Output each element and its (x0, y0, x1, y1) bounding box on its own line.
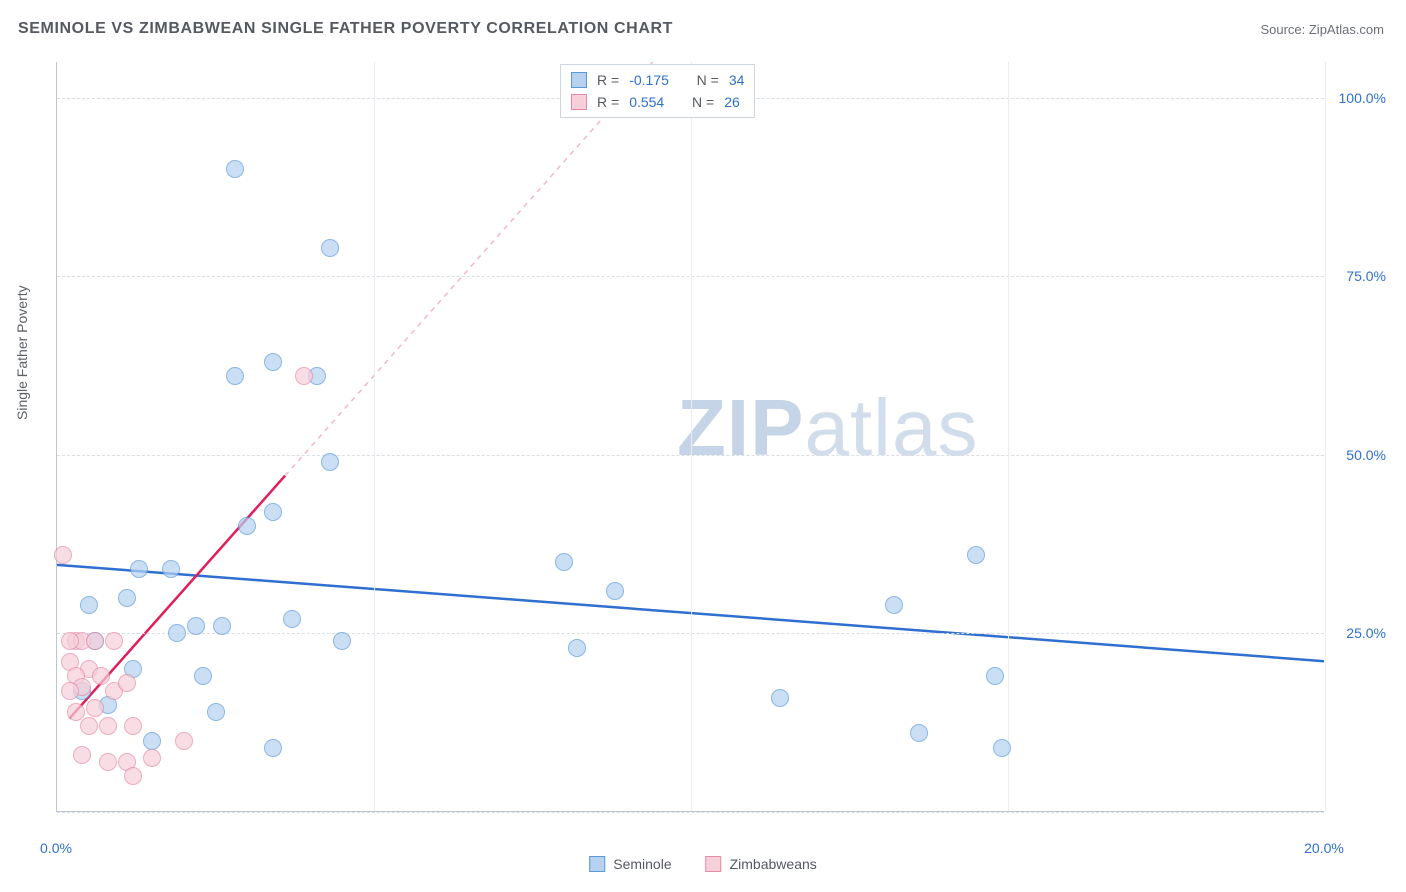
r-value-zimbabweans: 0.554 (629, 91, 664, 113)
data-point-zimbabweans[interactable] (86, 632, 104, 650)
data-point-seminole[interactable] (238, 517, 256, 535)
legend-item-seminole[interactable]: Seminole (589, 856, 671, 872)
y-tick: 25.0% (1346, 625, 1386, 641)
data-point-zimbabweans[interactable] (143, 749, 161, 767)
swatch-zimbabweans-icon (706, 856, 722, 872)
data-point-seminole[interactable] (967, 546, 985, 564)
data-point-seminole[interactable] (321, 239, 339, 257)
data-point-seminole[interactable] (910, 724, 928, 742)
data-point-zimbabweans[interactable] (73, 746, 91, 764)
data-point-zimbabweans[interactable] (61, 682, 79, 700)
data-point-seminole[interactable] (333, 632, 351, 650)
x-tick: 0.0% (40, 840, 72, 856)
data-point-seminole[interactable] (143, 732, 161, 750)
data-point-zimbabweans[interactable] (295, 367, 313, 385)
data-point-seminole[interactable] (80, 596, 98, 614)
swatch-seminole-icon (589, 856, 605, 872)
data-point-zimbabweans[interactable] (124, 767, 142, 785)
legend-item-zimbabweans[interactable]: Zimbabweans (706, 856, 817, 872)
chart-container: SEMINOLE VS ZIMBABWEAN SINGLE FATHER POV… (0, 0, 1406, 892)
watermark: ZIPatlas (677, 382, 978, 474)
data-point-seminole[interactable] (568, 639, 586, 657)
n-value-seminole: 34 (729, 69, 745, 91)
data-point-zimbabweans[interactable] (61, 632, 79, 650)
gridline-v (1325, 62, 1326, 811)
y-axis-label: Single Father Poverty (14, 285, 30, 420)
data-point-zimbabweans[interactable] (99, 717, 117, 735)
data-point-seminole[interactable] (194, 667, 212, 685)
data-point-seminole[interactable] (321, 453, 339, 471)
data-point-zimbabweans[interactable] (118, 674, 136, 692)
data-point-zimbabweans[interactable] (86, 699, 104, 717)
y-tick: 75.0% (1346, 268, 1386, 284)
swatch-seminole (571, 72, 587, 88)
source-label: Source: ZipAtlas.com (1260, 22, 1384, 37)
data-point-seminole[interactable] (226, 160, 244, 178)
data-point-zimbabweans[interactable] (80, 717, 98, 735)
source-link[interactable]: ZipAtlas.com (1309, 22, 1384, 37)
data-point-seminole[interactable] (986, 667, 1004, 685)
data-point-seminole[interactable] (264, 739, 282, 757)
n-value-zimbabweans: 26 (724, 91, 740, 113)
stats-legend: R = -0.175 N = 34 R = 0.554 N = 26 (560, 64, 755, 118)
r-value-seminole: -0.175 (629, 69, 669, 91)
x-tick: 20.0% (1304, 840, 1344, 856)
swatch-zimbabweans (571, 94, 587, 110)
data-point-zimbabweans[interactable] (105, 632, 123, 650)
data-point-seminole[interactable] (993, 739, 1011, 757)
data-point-seminole[interactable] (606, 582, 624, 600)
data-point-seminole[interactable] (555, 553, 573, 571)
data-point-zimbabweans[interactable] (99, 753, 117, 771)
data-point-seminole[interactable] (168, 624, 186, 642)
data-point-zimbabweans[interactable] (124, 717, 142, 735)
plot-area: ZIPatlas (56, 62, 1324, 812)
data-point-seminole[interactable] (207, 703, 225, 721)
chart-title: SEMINOLE VS ZIMBABWEAN SINGLE FATHER POV… (18, 20, 673, 38)
data-point-zimbabweans[interactable] (54, 546, 72, 564)
data-point-seminole[interactable] (226, 367, 244, 385)
y-tick: 50.0% (1346, 447, 1386, 463)
data-point-seminole[interactable] (187, 617, 205, 635)
y-tick: 100.0% (1339, 90, 1386, 106)
data-point-seminole[interactable] (283, 610, 301, 628)
data-point-seminole[interactable] (130, 560, 148, 578)
data-point-seminole[interactable] (885, 596, 903, 614)
gridline-v (691, 62, 692, 811)
data-point-seminole[interactable] (118, 589, 136, 607)
gridline-h (57, 812, 1324, 813)
data-point-seminole[interactable] (771, 689, 789, 707)
series-legend: Seminole Zimbabweans (589, 856, 817, 872)
gridline-v (1008, 62, 1009, 811)
data-point-seminole[interactable] (264, 503, 282, 521)
data-point-seminole[interactable] (213, 617, 231, 635)
data-point-seminole[interactable] (264, 353, 282, 371)
stats-row-zimbabweans: R = 0.554 N = 26 (571, 91, 744, 113)
data-point-zimbabweans[interactable] (175, 732, 193, 750)
data-point-seminole[interactable] (162, 560, 180, 578)
gridline-v (374, 62, 375, 811)
stats-row-seminole: R = -0.175 N = 34 (571, 69, 744, 91)
